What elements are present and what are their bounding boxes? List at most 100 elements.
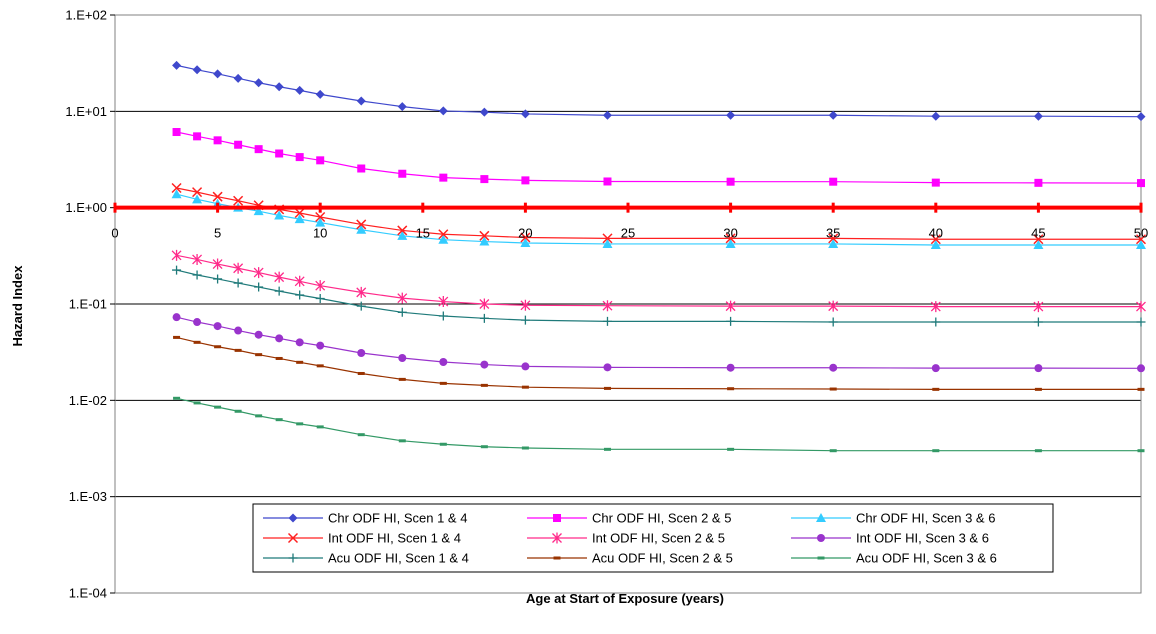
data-point xyxy=(294,207,305,219)
data-point xyxy=(315,294,325,304)
data-point xyxy=(253,206,264,216)
legend-label: Chr ODF HI, Scen 3 & 6 xyxy=(856,511,995,526)
series-int-odf-hi-scen-3-6 xyxy=(172,313,1145,373)
data-point xyxy=(275,418,283,422)
data-point xyxy=(275,149,284,158)
data-point xyxy=(213,274,223,284)
data-point xyxy=(603,363,612,372)
y-axis-ticks: 1.E+02 1.E+01 1.E+00 1.E-01 1.E-02 1.E-03 1.E-… xyxy=(65,8,115,601)
data-point xyxy=(275,356,283,360)
data-point xyxy=(274,210,285,220)
data-point xyxy=(192,65,202,75)
data-point xyxy=(213,136,222,145)
data-point xyxy=(1033,111,1043,121)
legend-item-chr-odf-hi-scen-2-5: Chr ODF HI, Scen 2 & 5 xyxy=(527,511,731,526)
data-point xyxy=(438,311,448,321)
data-point xyxy=(828,317,838,327)
data-point xyxy=(726,110,736,120)
data-point xyxy=(520,237,531,247)
x-tick-label: 20 xyxy=(518,226,532,241)
data-point xyxy=(521,362,530,371)
data-point xyxy=(1137,387,1145,391)
data-point xyxy=(479,236,490,246)
data-point xyxy=(828,110,838,120)
x-tick-label: 10 xyxy=(313,226,327,241)
data-point xyxy=(356,219,367,230)
data-point xyxy=(520,299,531,311)
data-point xyxy=(295,290,305,300)
data-point xyxy=(480,360,489,369)
data-point xyxy=(192,270,202,280)
data-point xyxy=(315,280,326,292)
data-point xyxy=(398,439,406,443)
data-point xyxy=(829,363,838,372)
data-point xyxy=(398,354,407,363)
data-point xyxy=(356,96,366,106)
data-point xyxy=(193,340,201,344)
data-point xyxy=(439,173,448,182)
data-point xyxy=(357,433,365,437)
data-point xyxy=(172,60,182,70)
series-acu-odf-hi-scen-1-4 xyxy=(172,265,1146,327)
data-point xyxy=(254,330,263,339)
data-point xyxy=(931,178,940,187)
data-point xyxy=(288,513,298,523)
data-point xyxy=(932,387,940,391)
data-point xyxy=(829,449,837,453)
data-point xyxy=(520,109,530,119)
data-point xyxy=(171,249,182,261)
data-point xyxy=(172,313,181,322)
data-point xyxy=(172,265,182,275)
data-point xyxy=(315,89,325,99)
data-point xyxy=(602,233,613,244)
data-point xyxy=(173,335,181,339)
data-point xyxy=(212,191,223,202)
series-chr-odf-hi-scen-2-5 xyxy=(172,128,1145,188)
legend-label: Chr ODF HI, Scen 1 & 4 xyxy=(328,511,467,526)
data-point xyxy=(315,217,326,227)
data-point xyxy=(1136,239,1146,249)
legend-box xyxy=(252,503,1054,573)
data-point xyxy=(1137,449,1145,453)
data-point xyxy=(1137,179,1145,188)
y-tick-label: 1.E-02 xyxy=(69,393,107,408)
data-point xyxy=(274,286,284,296)
series-chr-odf-hi-scen-1-4 xyxy=(172,60,1146,122)
data-point xyxy=(931,111,941,121)
y-axis-title: Hazard Index xyxy=(10,265,25,347)
legend-item-chr-odf-hi-scen-3-6: Chr ODF HI, Scen 3 & 6 xyxy=(791,511,995,526)
x-tick-label: 30 xyxy=(723,226,737,241)
data-point xyxy=(233,73,243,83)
data-point xyxy=(233,195,244,206)
legend-label: Int ODF HI, Scen 3 & 6 xyxy=(856,531,989,546)
data-point xyxy=(726,177,735,186)
legend-item-chr-odf-hi-scen-1-4: Chr ODF HI, Scen 1 & 4 xyxy=(263,511,467,526)
data-point xyxy=(255,353,263,357)
data-point xyxy=(234,140,243,149)
x-tick-label: 40 xyxy=(929,226,943,241)
data-point xyxy=(171,182,182,194)
data-point xyxy=(603,177,612,186)
data-point xyxy=(213,322,222,331)
series-acu-odf-hi-scen-3-6 xyxy=(173,396,1145,453)
data-point xyxy=(1034,178,1043,187)
data-point xyxy=(1136,317,1146,327)
data-point xyxy=(233,278,243,288)
data-point xyxy=(1033,317,1043,327)
data-point xyxy=(930,301,941,313)
data-point xyxy=(397,225,408,236)
legend-item-acu-odf-hi-scen-2-5: Acu ODF HI, Scen 2 & 5 xyxy=(527,551,733,566)
data-point xyxy=(726,316,736,326)
data-point xyxy=(397,230,408,240)
data-point xyxy=(480,175,489,184)
data-point xyxy=(479,313,489,323)
series-acu-odf-hi-scen-2-5 xyxy=(173,335,1145,391)
data-point xyxy=(253,267,264,279)
legend-item-int-odf-hi-scen-2-5: Int ODF HI, Scen 2 & 5 xyxy=(527,531,725,546)
data-point xyxy=(1033,301,1044,313)
data-point xyxy=(1135,234,1147,245)
data-point xyxy=(602,300,613,312)
legend-item-acu-odf-hi-scen-1-4: Acu ODF HI, Scen 1 & 4 xyxy=(263,551,469,566)
data-point xyxy=(254,78,264,88)
data-point xyxy=(521,446,529,450)
